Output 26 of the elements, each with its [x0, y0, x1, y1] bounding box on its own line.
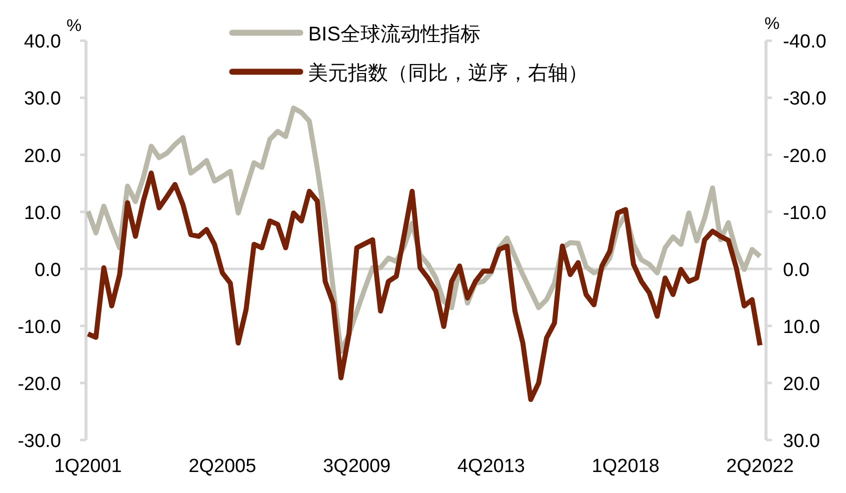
y2-axis-title: %	[764, 14, 780, 33]
x-tick-label: 1Q2018	[592, 456, 660, 477]
y2-tick-label: -40.0	[783, 32, 826, 53]
y2-tick-label: 30.0	[783, 431, 820, 452]
y-tick-label: 20.0	[24, 146, 61, 167]
x-tick-label: 2Q2022	[726, 456, 794, 477]
y-tick-label: -10.0	[18, 316, 61, 338]
x-tick-label: 4Q2013	[457, 456, 526, 477]
y2-tick-label: -20.0	[783, 146, 826, 167]
y-axis-title: %	[66, 16, 82, 35]
y2-tick-label: 20.0	[783, 374, 820, 395]
y-tick-label: 10.0	[24, 202, 61, 224]
y2-tick-label: 10.0	[783, 316, 820, 338]
y2-tick-label: -30.0	[783, 88, 826, 110]
y-tick-label: 30.0	[24, 88, 61, 110]
x-tick-label: 3Q2009	[322, 456, 391, 477]
x-tick-label: 1Q2001	[54, 456, 122, 477]
y-tick-label: 40.0	[24, 32, 61, 53]
x-tick-label: 2Q2005	[188, 456, 256, 477]
y-tick-label: -30.0	[18, 431, 61, 452]
legend-label: BIS全球流动性指标	[308, 24, 480, 46]
y-tick-label: 0.0	[34, 260, 61, 281]
legend-label: 美元指数（同比，逆序，右轴）	[308, 62, 588, 85]
y2-tick-label: -10.0	[783, 202, 826, 224]
y-tick-label: -20.0	[18, 374, 61, 395]
y2-tick-label: 0.0	[783, 260, 810, 281]
